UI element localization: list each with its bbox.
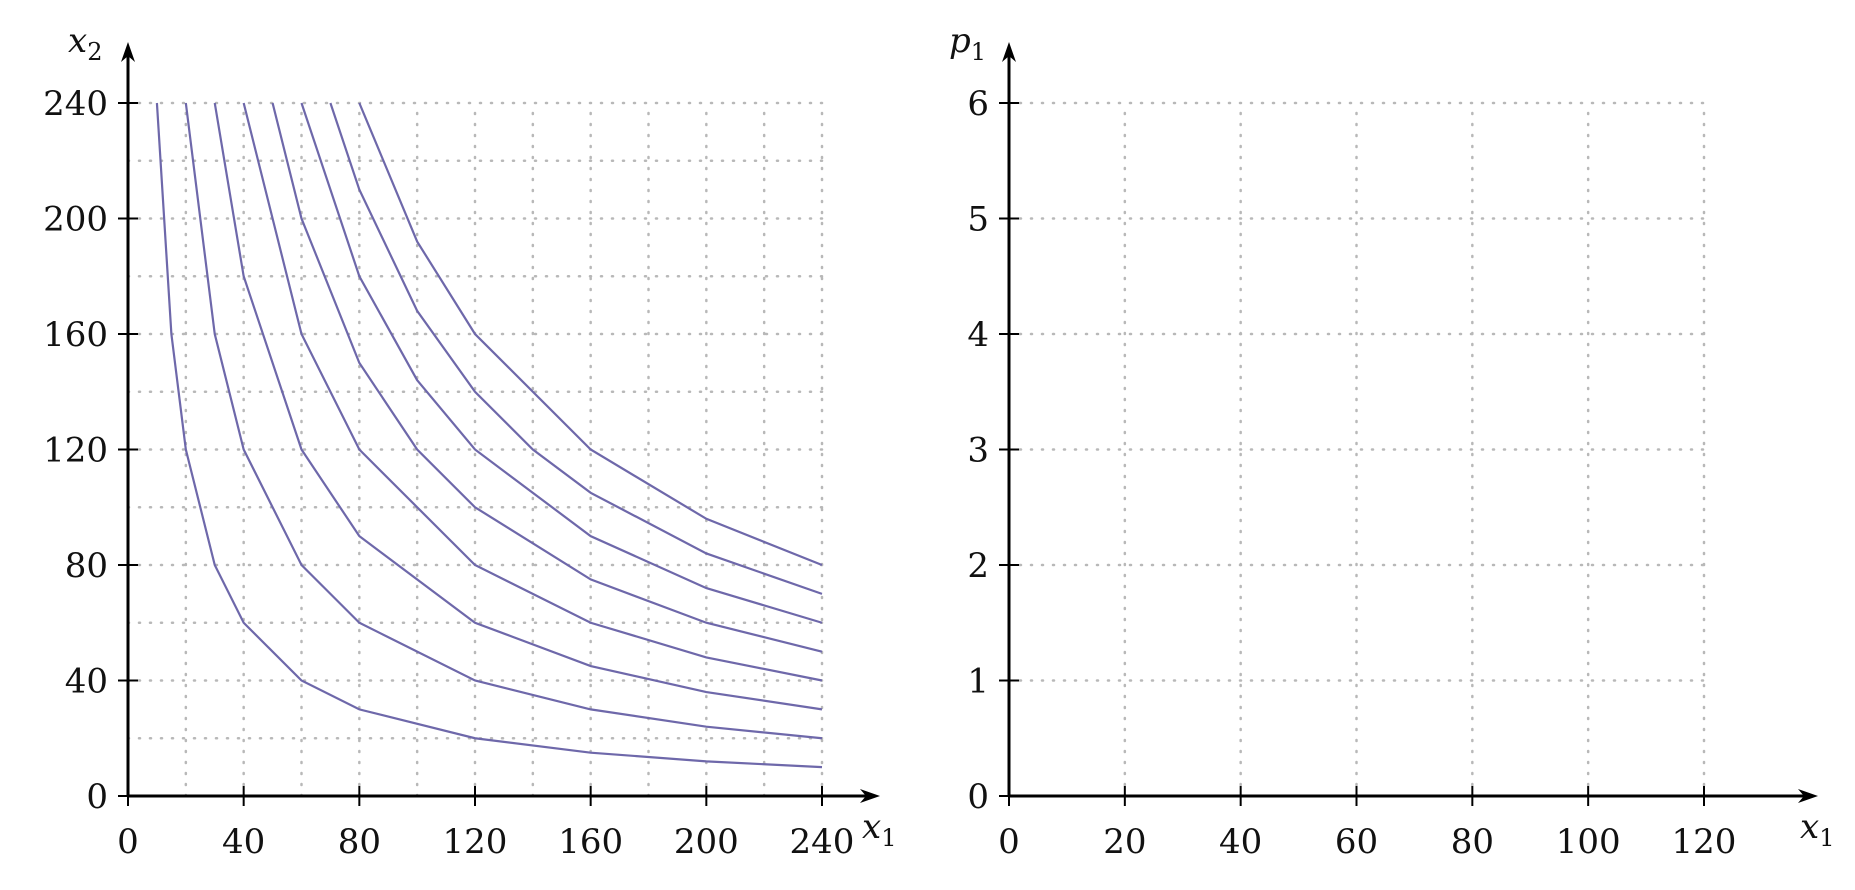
- left-series-line-7: [329, 102, 823, 595]
- right-x-tick-label: 20: [1103, 822, 1146, 862]
- right-x-tick-label: 120: [1672, 822, 1737, 862]
- left-x-tick-label: 80: [338, 822, 381, 862]
- left-y-tick-label: 0: [86, 777, 108, 817]
- left-y-tick-label: 200: [43, 200, 108, 240]
- right-x-axis-label: x1: [1800, 807, 1834, 852]
- left-series-line-3: [213, 102, 823, 711]
- left-series-line-6: [300, 102, 823, 624]
- right-x-tick-label: 40: [1219, 822, 1262, 862]
- left-y-axis-label: x2: [68, 21, 102, 66]
- left-x-tick-label: 120: [443, 822, 508, 862]
- left-y-axis-arrow: [121, 42, 135, 62]
- right-x-tick-label: 60: [1335, 822, 1378, 862]
- left-y-tick-label: 240: [43, 84, 108, 124]
- left-series-line-2: [184, 102, 823, 740]
- left-series-line-8: [358, 102, 823, 567]
- left-x-axis-arrow: [860, 789, 880, 803]
- left-y-tick-label: 80: [65, 546, 108, 586]
- left-y-tick-label: 160: [43, 315, 108, 355]
- right-y-axis-arrow: [1002, 42, 1016, 62]
- left-series-line-1: [155, 102, 823, 769]
- right-y-tick-label: 2: [967, 546, 989, 586]
- right-y-tick-label: 0: [967, 777, 989, 817]
- right-x-axis-arrow: [1798, 789, 1818, 803]
- left-y-tick-label: 120: [43, 431, 108, 471]
- right-y-tick-label: 1: [967, 662, 989, 702]
- left-x-tick-label: 40: [222, 822, 265, 862]
- right-y-tick-label: 3: [967, 431, 989, 471]
- right-x-tick-label: 0: [998, 822, 1020, 862]
- right-x-tick-label: 80: [1451, 822, 1494, 862]
- left-x-axis-label: x1: [862, 807, 896, 852]
- left-x-tick-label: 200: [674, 822, 739, 862]
- right-y-tick-label: 5: [967, 200, 989, 240]
- right-y-axis-label: p1: [949, 21, 986, 66]
- left-series-line-4: [242, 102, 823, 682]
- left-series-line-5: [271, 102, 823, 653]
- right-y-tick-label: 6: [967, 84, 989, 124]
- left-x-tick-label: 240: [790, 822, 855, 862]
- left-y-tick-label: 40: [65, 662, 108, 702]
- left-x-tick-label: 160: [558, 822, 623, 862]
- right-x-tick-label: 100: [1556, 822, 1621, 862]
- right-y-tick-label: 4: [967, 315, 989, 355]
- left-x-tick-label: 0: [117, 822, 139, 862]
- demand-chart: 0 20 40 60 80 100 120 0 1 2 3 4 5 6 x1 p1: [949, 21, 1834, 862]
